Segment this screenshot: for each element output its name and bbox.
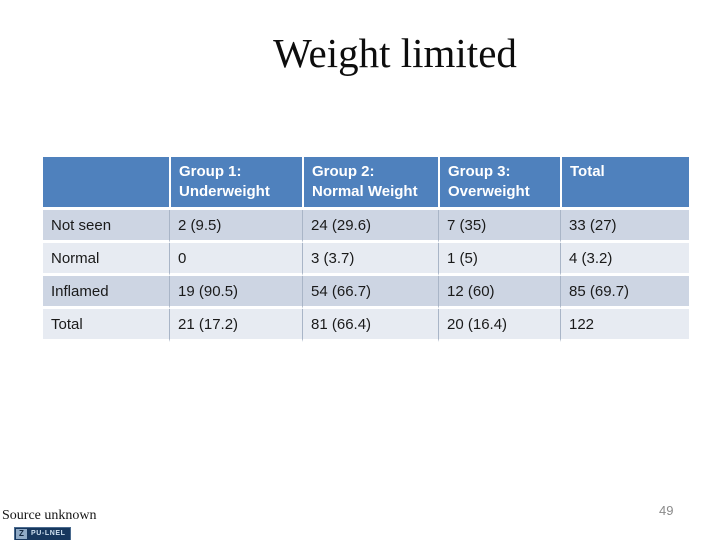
table-cell: 19 (90.5) <box>169 276 302 309</box>
table-row: Total 21 (17.2) 81 (66.4) 20 (16.4) 122 <box>43 309 689 342</box>
table-cell: 81 (66.4) <box>302 309 438 342</box>
row-label: Not seen <box>43 210 169 243</box>
table-cell: 122 <box>560 309 689 342</box>
table-header-row: Group 1: Underweight Group 2: Normal Wei… <box>43 157 689 210</box>
table-cell: 85 (69.7) <box>560 276 689 309</box>
table-row: Inflamed 19 (90.5) 54 (66.7) 12 (60) 85 … <box>43 276 689 309</box>
table-cell: 12 (60) <box>438 276 560 309</box>
header-cell-group1: Group 1: Underweight <box>169 157 302 210</box>
watermark-badge[interactable]: Z PU-LNEL <box>14 527 71 540</box>
table-cell: 0 <box>169 243 302 276</box>
row-label: Inflamed <box>43 276 169 309</box>
header-cell-empty <box>43 157 169 210</box>
table-cell: 4 (3.2) <box>560 243 689 276</box>
page-number: 49 <box>659 503 674 518</box>
table-cell: 21 (17.2) <box>169 309 302 342</box>
row-label: Total <box>43 309 169 342</box>
table-row: Normal 0 3 (3.7) 1 (5) 4 (3.2) <box>43 243 689 276</box>
table-cell: 24 (29.6) <box>302 210 438 243</box>
table-cell: 54 (66.7) <box>302 276 438 309</box>
watermark-label: PU-LNEL <box>31 530 66 537</box>
table-cell: 20 (16.4) <box>438 309 560 342</box>
slide-title: Weight limited <box>273 30 517 76</box>
weight-groups-table: Group 1: Underweight Group 2: Normal Wei… <box>43 157 689 342</box>
source-note: Source unknown <box>2 508 97 523</box>
watermark-logo-icon: Z <box>16 529 27 539</box>
table-cell: 2 (9.5) <box>169 210 302 243</box>
table-row: Not seen 2 (9.5) 24 (29.6) 7 (35) 33 (27… <box>43 210 689 243</box>
header-cell-group3: Group 3: Overweight <box>438 157 560 210</box>
table-cell: 33 (27) <box>560 210 689 243</box>
table-cell: 3 (3.7) <box>302 243 438 276</box>
table-cell: 7 (35) <box>438 210 560 243</box>
table-cell: 1 (5) <box>438 243 560 276</box>
header-cell-group2: Group 2: Normal Weight <box>302 157 438 210</box>
header-cell-total: Total <box>560 157 689 210</box>
row-label: Normal <box>43 243 169 276</box>
